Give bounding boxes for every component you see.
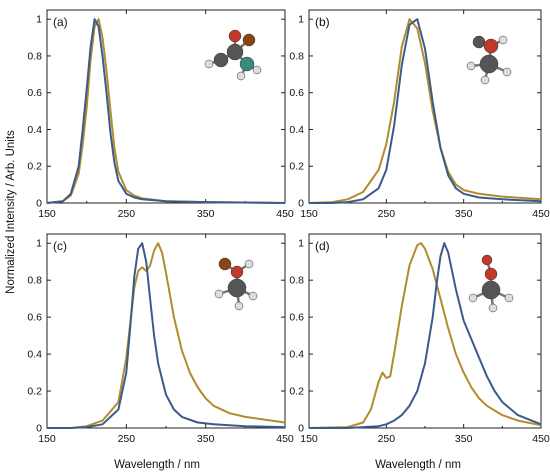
- molecule-atom: [239, 56, 255, 72]
- y-tick-label: 0.8: [289, 50, 304, 62]
- x-tick-label: 150: [38, 208, 56, 220]
- panel-label: (b): [315, 15, 330, 29]
- molecule-atom: [204, 59, 214, 69]
- x-tick-label: 350: [197, 433, 215, 445]
- molecule-atom: [234, 301, 244, 311]
- molecule-icon: [204, 29, 262, 81]
- x-axis-label-left: Wavelength / nm: [114, 459, 200, 471]
- y-tick-label: 0.6: [27, 87, 42, 99]
- molecule-atom: [226, 43, 244, 61]
- molecule-icon: [468, 254, 514, 313]
- panel-label: (c): [53, 239, 67, 253]
- y-tick-label: 0.8: [289, 275, 304, 287]
- molecule-atom: [227, 278, 247, 298]
- molecule-atom: [479, 54, 499, 74]
- y-tick-label: 0.2: [27, 161, 42, 173]
- x-tick-label: 350: [455, 433, 473, 445]
- x-tick-label: 450: [276, 208, 294, 220]
- x-tick-label: 150: [300, 433, 318, 445]
- x-tick-label: 450: [276, 433, 294, 445]
- molecule-atom: [218, 257, 232, 271]
- y-tick-label: 0.2: [289, 161, 304, 173]
- molecule-atom: [230, 265, 244, 279]
- panel-c: 150 250 350 450 0 0.2 0.4 0.6 0.8 1 (c): [27, 233, 294, 445]
- y-tick-label: 0.8: [27, 50, 42, 62]
- x-tick-label: 150: [38, 433, 56, 445]
- molecule-atom: [504, 293, 514, 303]
- molecule-atom: [236, 71, 246, 81]
- x-axis-label-right: Wavelength / nm: [375, 459, 461, 471]
- molecule-atom: [468, 293, 478, 303]
- molecule-atom: [484, 267, 498, 281]
- molecule-atom: [502, 67, 512, 77]
- panel-d: 150 250 350 450 0 0.2 0.4 0.6 0.8 1 (d): [289, 233, 550, 445]
- molecule-atom: [228, 29, 242, 43]
- series-line-gold: [308, 18, 542, 204]
- x-tick-label: 450: [532, 433, 550, 445]
- y-tick-label: 0.6: [289, 87, 304, 99]
- molecule-atom: [213, 52, 229, 68]
- y-tick-label: 0.2: [27, 386, 42, 398]
- y-tick-label: 0: [36, 423, 42, 435]
- molecule-atom: [488, 303, 498, 313]
- series-line-blue: [47, 242, 286, 429]
- plot-frame: [308, 233, 542, 429]
- x-tick-label: 250: [378, 208, 396, 220]
- molecule-atom: [480, 75, 490, 85]
- molecule-icon: [214, 257, 258, 311]
- panel-a: 150 250 350 450 0 0.2 0.4 0.6 0.8 1 (a): [27, 9, 294, 220]
- x-tick-label: 350: [197, 208, 215, 220]
- molecule-atom: [248, 291, 258, 301]
- y-tick-label: 0.2: [289, 386, 304, 398]
- molecule-atom: [214, 289, 224, 299]
- y-tick-label: 1: [298, 14, 304, 26]
- x-tick-label: 450: [532, 208, 550, 220]
- molecule-icon: [466, 35, 512, 85]
- molecule-atom: [466, 61, 476, 71]
- y-tick-label: 1: [36, 238, 42, 250]
- series-line-blue: [309, 242, 542, 429]
- molecule-atom: [244, 259, 254, 269]
- panel-b: 150 250 350 450 0 0.2 0.4 0.6 0.8 1 (b): [289, 9, 550, 220]
- y-tick-label: 0.6: [289, 312, 304, 324]
- y-tick-label: 0.4: [289, 349, 304, 361]
- x-tick-label: 250: [118, 208, 136, 220]
- series-line-gold: [308, 242, 542, 429]
- panel-label: (a): [53, 15, 68, 29]
- molecule-atom: [252, 65, 262, 75]
- y-axis-label: Normalized Intensity / Arb. Units: [5, 130, 17, 294]
- molecule-atom: [242, 33, 256, 47]
- y-tick-label: 1: [36, 14, 42, 26]
- series-line-gold: [46, 18, 286, 204]
- y-tick-label: 0.6: [27, 312, 42, 324]
- molecule-atom: [498, 35, 508, 45]
- series-line-blue: [46, 18, 286, 204]
- x-tick-label: 250: [378, 433, 396, 445]
- x-tick-label: 250: [118, 433, 136, 445]
- y-tick-label: 0.8: [27, 275, 42, 287]
- y-tick-label: 1: [298, 238, 304, 250]
- y-tick-label: 0.4: [27, 124, 42, 136]
- molecule-atom: [481, 254, 493, 266]
- panel-label: (d): [315, 239, 330, 253]
- molecule-atom: [481, 280, 501, 300]
- x-tick-label: 150: [300, 208, 318, 220]
- series-line-blue: [309, 18, 542, 204]
- series-line-gold: [47, 242, 286, 429]
- y-tick-label: 0: [36, 198, 42, 210]
- y-tick-label: 0: [298, 423, 304, 435]
- y-tick-label: 0.4: [289, 124, 304, 136]
- x-tick-label: 350: [455, 208, 473, 220]
- y-tick-label: 0.4: [27, 349, 42, 361]
- molecule-atom: [483, 38, 499, 54]
- y-tick-label: 0: [298, 198, 304, 210]
- molecule-atom: [472, 35, 486, 49]
